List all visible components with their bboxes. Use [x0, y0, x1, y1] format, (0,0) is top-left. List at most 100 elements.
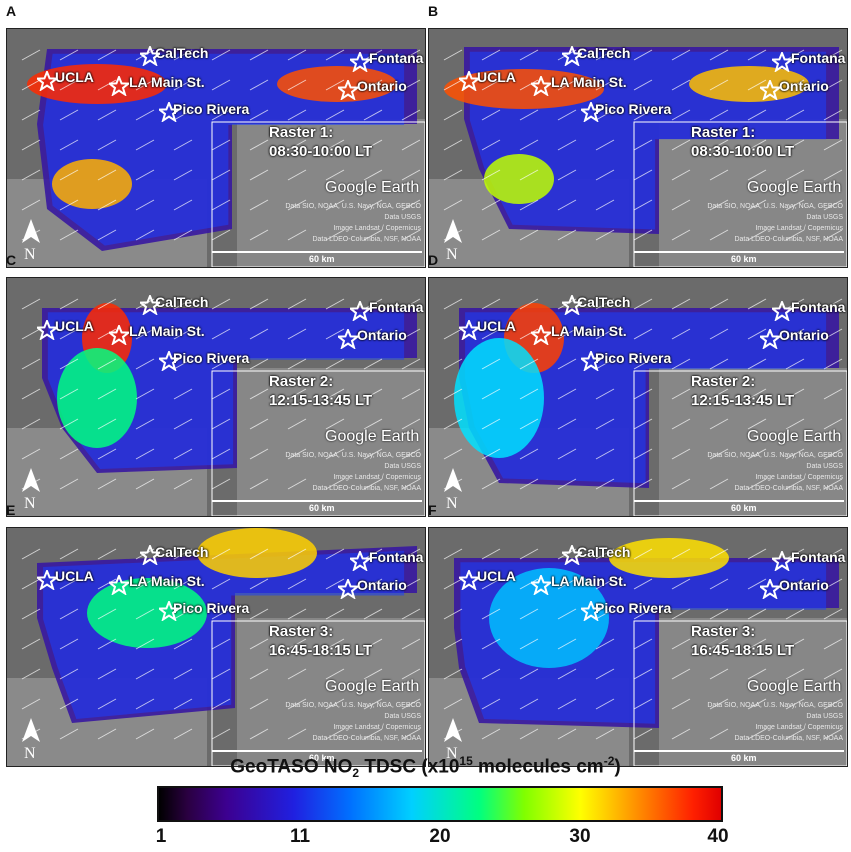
site-star-icon [531, 575, 551, 595]
wind-arrow [481, 298, 501, 310]
wind-arrow [135, 139, 155, 151]
wind-arrow [747, 388, 767, 400]
site-ontario: Ontario [357, 327, 407, 343]
site-fontana: Fontana [369, 50, 424, 66]
wind-arrow [135, 388, 155, 400]
wind-arrow [443, 698, 463, 710]
wind-arrow [287, 328, 307, 340]
wind-arrow [249, 698, 269, 710]
wind-arrow [595, 298, 615, 310]
wind-arrow [481, 608, 501, 620]
site-ucla: UCLA [477, 318, 516, 334]
wind-arrow [325, 199, 345, 211]
north-arrow-icon [444, 718, 462, 742]
data-credit: Data LDEO-Columbia, NSF, NOAA [312, 485, 421, 492]
wind-arrow [481, 328, 501, 340]
plume-hotspot [689, 66, 809, 102]
google-earth-logo: Google Earth [747, 428, 842, 445]
raster-time: 12:15-13:45 LT [691, 392, 795, 409]
wind-arrow [211, 668, 231, 680]
wind-arrow [249, 139, 269, 151]
wind-arrow [443, 199, 463, 211]
wind-arrow [481, 478, 501, 490]
site-star-icon [581, 351, 601, 371]
wind-arrow [747, 49, 767, 61]
wind-arrow [59, 199, 79, 211]
wind-arrow [595, 328, 615, 340]
wind-arrow [363, 418, 383, 430]
wind-arrow [747, 229, 767, 241]
scale-label: 60 km [731, 753, 757, 763]
wind-arrow [443, 328, 463, 340]
wind-arrow [671, 139, 691, 151]
wind-arrow [287, 478, 307, 490]
wind-arrow [519, 698, 539, 710]
wind-arrow [135, 608, 155, 620]
map-imagery [429, 278, 847, 516]
site-caltech: CalTech [155, 45, 209, 61]
site-ontario: Ontario [357, 577, 407, 593]
wind-arrow [671, 298, 691, 310]
wind-arrow [747, 328, 767, 340]
wind-arrow [671, 79, 691, 91]
google-earth-logo: Google Earth [325, 179, 420, 196]
site-star-icon [772, 301, 792, 321]
wind-arrow [595, 79, 615, 91]
wind-arrow [135, 109, 155, 121]
site-ucla: UCLA [477, 568, 516, 584]
wind-arrow [709, 608, 729, 620]
wind-arrow [287, 388, 307, 400]
wind-arrow [363, 448, 383, 460]
wind-arrow [557, 418, 577, 430]
site-la-main: LA Main St. [129, 74, 205, 90]
wind-arrow [21, 388, 41, 400]
site-star-icon [159, 601, 179, 621]
site-la-main: LA Main St. [551, 323, 627, 339]
wind-arrow [709, 49, 729, 61]
map-panel: CalTech Fontana UCLA LA Main St. Ontario… [6, 28, 426, 268]
wind-arrow [363, 698, 383, 710]
wind-arrow [249, 328, 269, 340]
site-caltech: CalTech [577, 544, 631, 560]
wind-arrow [633, 229, 653, 241]
site-star-icon [37, 71, 57, 91]
wind-arrow [21, 298, 41, 310]
wind-arrow [21, 638, 41, 650]
wind-arrow [785, 298, 805, 310]
wind-arrow [97, 358, 117, 370]
wind-arrow [633, 698, 653, 710]
site-ucla: UCLA [55, 318, 94, 334]
wind-arrow [595, 478, 615, 490]
map-panel: CalTech Fontana UCLA LA Main St. Ontario… [428, 28, 848, 268]
wind-arrow [21, 328, 41, 340]
wind-arrow [173, 668, 193, 680]
wind-arrow [135, 698, 155, 710]
wind-arrow [633, 199, 653, 211]
wind-arrow [823, 698, 843, 710]
wind-arrow [59, 668, 79, 680]
wind-arrow [401, 698, 421, 710]
wind-arrow [173, 478, 193, 490]
wind-arrow [59, 298, 79, 310]
wind-arrow [709, 668, 729, 680]
site-star-icon [37, 320, 57, 340]
raster-label: Raster 3: [691, 623, 756, 640]
wind-arrow [249, 728, 269, 740]
wind-arrow [21, 668, 41, 680]
wind-arrow [519, 388, 539, 400]
wind-arrow [211, 169, 231, 181]
wind-arrow [747, 139, 767, 151]
wind-arrow [249, 478, 269, 490]
wind-arrow [135, 418, 155, 430]
data-credit: Data USGS [806, 463, 843, 470]
wind-arrow [671, 358, 691, 370]
map-imagery [7, 528, 425, 766]
scale-bar [212, 750, 422, 752]
wind-arrow [671, 548, 691, 560]
wind-arrow [785, 448, 805, 460]
wind-arrow [287, 139, 307, 151]
wind-arrow [325, 478, 345, 490]
wind-arrow [747, 698, 767, 710]
wind-arrow [287, 548, 307, 560]
wind-arrow [135, 578, 155, 590]
